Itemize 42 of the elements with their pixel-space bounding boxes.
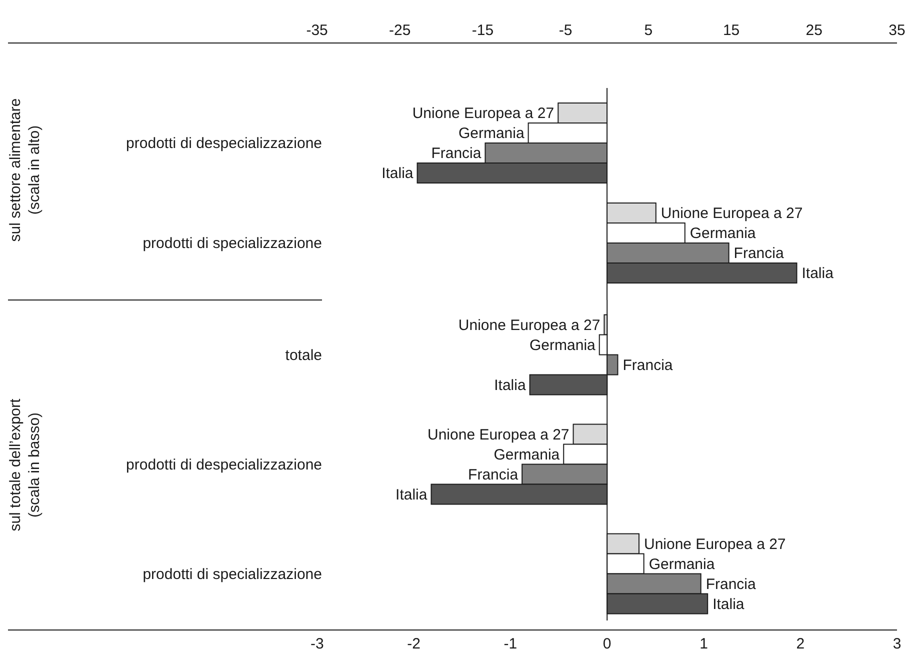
series-label: Unione Europea a 27 <box>458 316 600 334</box>
text: Germania <box>690 225 756 242</box>
text: Francia <box>622 356 673 374</box>
text: Italia <box>396 486 428 504</box>
text: Germania <box>648 556 715 573</box>
x-tick-label: 15 <box>722 22 740 39</box>
x-tick-label: -15 <box>472 22 494 39</box>
x-tick-label: -5 <box>558 22 572 39</box>
x-tick-label: 0 <box>602 636 612 653</box>
x-tick-label: 1 <box>700 636 708 653</box>
text: Italia <box>712 596 744 613</box>
y-tick-label: prodotti di despecializzazione <box>126 456 322 474</box>
series-label: Francia <box>431 145 482 162</box>
text: Unione Europea a 27 <box>660 205 803 222</box>
y-axis-title: sul settore alimentare (scala in alto) <box>7 98 43 242</box>
y-tick-label: prodotti di specializzazione <box>142 235 322 252</box>
series-label: Germania <box>458 125 525 142</box>
x-tick-label: 5 <box>644 22 653 39</box>
x-tick-label: 25 <box>806 22 822 39</box>
text: Germania <box>494 446 560 464</box>
text: Italia <box>802 265 834 282</box>
series-label: Italia <box>494 376 526 394</box>
x-tick-label: 2 <box>796 636 805 653</box>
x-tick-label: 35 <box>888 22 906 39</box>
text: Unione Europea a 27 <box>644 536 786 553</box>
x-tick-label: -3 <box>310 636 324 653</box>
series-label: Francia <box>468 466 519 484</box>
x-tick-label: -25 <box>389 22 411 39</box>
x-tick-label: -1 <box>504 636 518 653</box>
text: Francia <box>706 576 756 593</box>
text: Francia <box>734 245 784 262</box>
series-label: Italia <box>382 165 414 182</box>
y-tick-label: totale <box>285 346 322 364</box>
x-tick-label: 3 <box>892 636 902 653</box>
x-tick-label: -35 <box>306 22 328 39</box>
y-tick-label: prodotti di despecializzazione <box>126 135 322 152</box>
y-axis-title: sul totale dell’export (scala in basso) <box>7 398 43 532</box>
y-tick-label: prodotti di specializzazione <box>142 566 322 583</box>
series-label: Unione Europea a 27 <box>412 105 554 122</box>
series-label: Germania <box>530 336 596 354</box>
x-tick-label: -2 <box>407 636 421 653</box>
text: Unione Europea a 27 <box>428 426 570 444</box>
